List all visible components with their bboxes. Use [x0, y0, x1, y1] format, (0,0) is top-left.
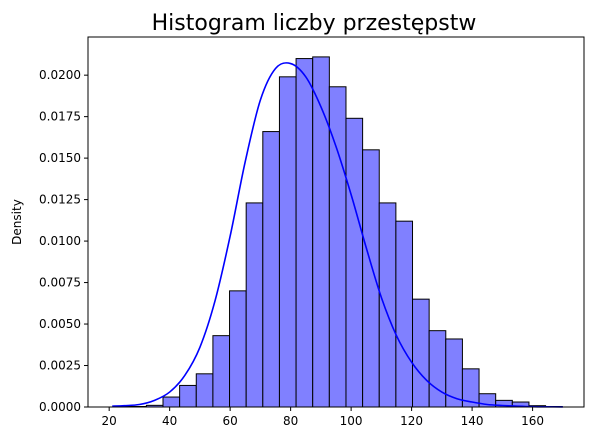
x-tick-label: 20 — [102, 414, 117, 428]
histogram-bar — [412, 298, 430, 408]
histogram-bar — [278, 76, 297, 408]
x-tick-label: 60 — [223, 414, 238, 428]
kde-line — [112, 62, 563, 408]
y-tick-label: 0.0100 — [39, 234, 81, 248]
x-tick-label: 100 — [340, 414, 363, 428]
histogram-bar — [195, 373, 214, 408]
x-axis: 20 40 60 80 100 120 140 160 — [102, 407, 544, 428]
y-tick-label: 0.0200 — [39, 68, 81, 82]
y-tick-label: 0.0075 — [39, 276, 81, 290]
histogram-bar — [295, 58, 314, 408]
x-tick-label: 140 — [461, 414, 484, 428]
y-tick-label: 0.0050 — [39, 317, 81, 331]
y-axis: 0.0000 0.0025 0.0050 0.0075 0.0100 0.0125 0.01… — [39, 68, 88, 414]
y-tick-label: 0.0025 — [39, 359, 81, 373]
histogram-bar — [362, 149, 380, 408]
histogram-bar — [345, 117, 364, 408]
histogram-bars — [112, 56, 563, 408]
histogram-bar — [229, 290, 247, 408]
histogram-bar — [179, 384, 197, 408]
y-tick-label: 0.0175 — [39, 110, 81, 124]
histogram-bar — [312, 56, 330, 408]
y-tick-label: 0.0125 — [39, 193, 81, 207]
histogram-bar — [428, 330, 447, 408]
x-tick-label: 80 — [283, 414, 298, 428]
plot-frame — [87, 36, 585, 408]
y-tick-label: 0.0150 — [39, 151, 81, 165]
histogram-bar — [245, 202, 264, 408]
y-axis-label: Density — [10, 199, 24, 245]
histogram-bar — [162, 396, 181, 408]
x-tick-label: 120 — [400, 414, 423, 428]
x-tick-label: 40 — [162, 414, 177, 428]
y-tick-label: 0.0000 — [39, 400, 81, 414]
histogram-bar — [262, 131, 280, 408]
chart-title: Histogram liczby przestępstw — [152, 11, 477, 36]
x-tick-label: 160 — [521, 414, 544, 428]
histogram-bar — [445, 338, 463, 408]
histogram-bar — [378, 202, 397, 408]
kde-curve-group — [112, 62, 563, 408]
histogram-bar — [212, 335, 231, 408]
histogram-bar — [395, 220, 414, 408]
